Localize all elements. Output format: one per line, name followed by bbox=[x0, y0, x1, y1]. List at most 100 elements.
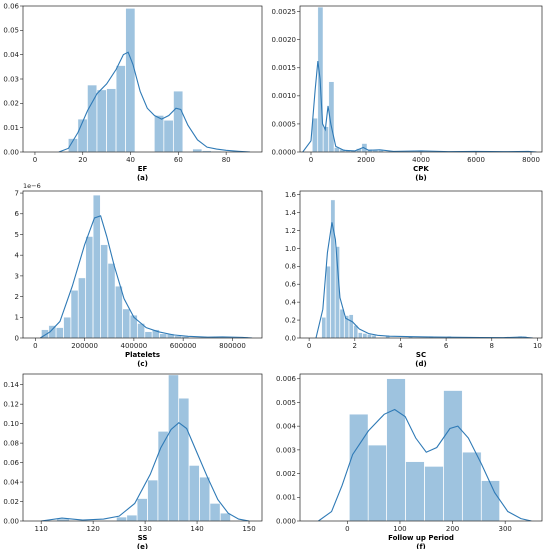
y-tick-label: 0.04 bbox=[3, 478, 19, 486]
y-tick-label: 0.05 bbox=[3, 27, 19, 35]
y-tick-label: 0.001 bbox=[276, 494, 296, 502]
x-tick-label: 300 bbox=[498, 525, 511, 533]
x-tick: 0 bbox=[33, 338, 38, 350]
y-tick: 0.05 bbox=[3, 27, 23, 35]
histogram-bar bbox=[100, 244, 108, 338]
y-tick-label: 0.4 bbox=[285, 299, 297, 307]
x-tick: 4 bbox=[398, 338, 403, 350]
panel-caption: (f) bbox=[416, 543, 425, 549]
y-tick-label: 0.00 bbox=[3, 148, 19, 156]
x-tick: 2000 bbox=[357, 152, 375, 164]
histogram-bar bbox=[96, 89, 107, 152]
histogram-bar bbox=[202, 150, 212, 152]
y-tick-label: 0.6 bbox=[285, 281, 297, 289]
y-tick: 0.02 bbox=[3, 100, 23, 108]
y-tick: 6 bbox=[15, 210, 23, 218]
y-tick-label: 0.0025 bbox=[272, 8, 297, 16]
y-tick-label: 0.0020 bbox=[272, 36, 297, 44]
panel-caption: (e) bbox=[137, 543, 148, 549]
histogram-bar bbox=[107, 263, 116, 338]
x-tick: 100 bbox=[393, 521, 407, 533]
y-tick: 0.14 bbox=[3, 381, 23, 389]
histogram-bar bbox=[116, 65, 126, 152]
histogram-bar bbox=[77, 118, 88, 152]
y-tick: 0.0020 bbox=[272, 36, 300, 44]
histogram-bar bbox=[209, 503, 221, 521]
y-tick-label: 0.0000 bbox=[272, 148, 297, 156]
histogram-bar bbox=[339, 309, 345, 338]
kde-curve bbox=[41, 421, 250, 521]
histogram-bar bbox=[116, 516, 127, 521]
y-tick-label: 0.02 bbox=[3, 498, 19, 506]
x-tick: 300 bbox=[498, 521, 512, 533]
y-tick-label: 0.006 bbox=[276, 375, 297, 383]
y-tick: 0.2 bbox=[285, 316, 300, 324]
histogram-bar bbox=[368, 444, 387, 521]
x-tick: 200000 bbox=[71, 338, 98, 350]
y-tick: 1 bbox=[15, 314, 23, 322]
y-tick: 0.001 bbox=[276, 494, 300, 502]
x-tick-label: 60 bbox=[174, 156, 183, 164]
y-tick-label: 0.0015 bbox=[272, 64, 297, 72]
y-tick: 7 bbox=[15, 189, 23, 197]
y-tick-label: 0.04 bbox=[3, 51, 19, 59]
histogram-bar bbox=[362, 333, 368, 338]
y-tick-label: 0.12 bbox=[3, 401, 19, 409]
histogram-bar bbox=[199, 476, 210, 521]
x-tick-label: 8000 bbox=[522, 156, 540, 164]
kde-curve bbox=[318, 408, 532, 521]
y-tick: 0.0000 bbox=[272, 148, 300, 156]
histogram-bar bbox=[147, 479, 158, 521]
y-tick-label: 0.10 bbox=[3, 420, 19, 428]
x-tick-label: 200000 bbox=[71, 342, 98, 350]
y-tick: 1.2 bbox=[285, 227, 300, 235]
y-tick-label: 0.0 bbox=[285, 334, 296, 342]
panel-caption: (b) bbox=[415, 174, 426, 182]
y-tick-label: 5 bbox=[15, 231, 19, 239]
chart-panel-e: 0.00 0.02 0.04 0.06 0.08 0.10 0.12 0.14 110 120 13… bbox=[3, 373, 263, 549]
x-tick: 2 bbox=[353, 338, 357, 350]
x-tick: 130 bbox=[138, 521, 152, 533]
y-tick-label: 2 bbox=[15, 293, 19, 301]
x-tick-label: 6 bbox=[444, 342, 449, 350]
y-tick-label: 0.06 bbox=[3, 2, 19, 10]
axes-frame bbox=[299, 5, 543, 153]
x-tick: 150 bbox=[242, 521, 256, 533]
y-tick-label: 0.004 bbox=[276, 423, 297, 431]
histogram-bar bbox=[56, 327, 64, 338]
y-tick: 0.8 bbox=[285, 263, 300, 271]
histogram-bar bbox=[321, 317, 327, 338]
chart-panel-a: 0.00 0.01 0.02 0.03 0.04 0.05 0.06 0 20 40 60 80 EF(… bbox=[3, 2, 263, 182]
y-tick-label: 0.03 bbox=[3, 75, 19, 83]
histogram-bars bbox=[349, 378, 500, 521]
y-tick: 0.003 bbox=[276, 446, 300, 454]
axes-frame bbox=[22, 373, 263, 522]
y-tick: 1.4 bbox=[285, 209, 300, 217]
y-tick-label: 3 bbox=[15, 272, 19, 280]
y-tick: 5 bbox=[15, 231, 23, 239]
y-tick: 0.00 bbox=[3, 517, 23, 525]
axes-frame bbox=[299, 190, 543, 339]
histogram-bar bbox=[125, 8, 136, 152]
x-tick: 6 bbox=[444, 338, 449, 350]
y-tick: 0.0025 bbox=[272, 8, 300, 16]
x-tick-label: 0 bbox=[309, 156, 313, 164]
y-tick: 0.0005 bbox=[272, 120, 300, 128]
histogram-bar bbox=[443, 390, 463, 521]
histogram-bars bbox=[56, 374, 231, 521]
x-axis-label: CPK bbox=[413, 165, 429, 173]
histogram-bar bbox=[358, 332, 363, 338]
axes-frame bbox=[22, 190, 263, 339]
x-axis-label: Follow up Period bbox=[388, 534, 454, 542]
x-tick-label: 2000 bbox=[357, 156, 375, 164]
y-tick: 3 bbox=[15, 272, 23, 280]
y-tick-label: 0.005 bbox=[276, 399, 296, 407]
x-tick-label: 150 bbox=[242, 525, 255, 533]
x-tick-label: 100 bbox=[393, 525, 406, 533]
chart-panel-c: 0 1 2 3 4 5 6 7 0 200000 400000 600000 800000 1e−6 Pla… bbox=[15, 182, 263, 368]
kde-curve bbox=[302, 60, 537, 152]
y-tick: 0.6 bbox=[285, 281, 300, 289]
histogram-bar bbox=[328, 81, 335, 152]
x-tick-label: 40 bbox=[126, 156, 135, 164]
